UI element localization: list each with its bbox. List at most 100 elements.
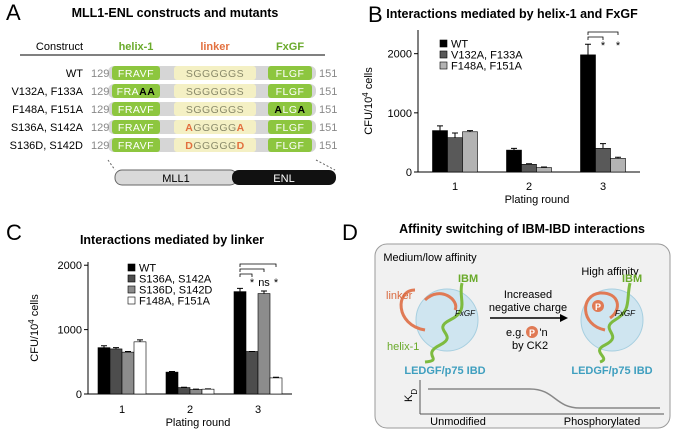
legend-swatch	[127, 263, 136, 272]
bar	[233, 291, 247, 395]
significance-label: *	[250, 277, 255, 289]
error-bar	[113, 347, 119, 349]
significance-bracket	[239, 263, 277, 267]
construct-name: S136D, S142D	[10, 140, 83, 152]
construct-name: WT	[66, 68, 83, 80]
bar	[189, 389, 203, 395]
helix-sequence: FRAVF	[118, 68, 154, 80]
error-bar	[467, 130, 473, 132]
error-bar	[137, 339, 143, 342]
fxgf-sequence: FLGF	[276, 68, 305, 80]
bar	[506, 149, 522, 173]
x-tick-label: 1	[119, 404, 125, 416]
legend-swatch	[127, 285, 136, 294]
fxgf-label: FxGF	[455, 309, 476, 318]
kd-curve	[428, 388, 660, 409]
legend-swatch	[439, 39, 448, 48]
error-bar	[169, 370, 175, 373]
residue-end: 151	[319, 104, 337, 116]
residue-start: 129	[91, 86, 109, 98]
error-bar	[585, 43, 591, 55]
bar	[97, 347, 111, 395]
linker-label: linker	[386, 290, 413, 302]
bar	[536, 167, 552, 173]
bar	[610, 158, 626, 173]
helix-sequence: FRAAA	[117, 86, 156, 98]
bar	[462, 131, 478, 173]
panel-letter: B	[368, 2, 383, 27]
example-text: e.g. 'n	[506, 327, 548, 339]
linker-box	[174, 102, 256, 116]
bar	[165, 371, 179, 395]
error-bar	[437, 125, 443, 131]
legend-label: S136A, S142A	[139, 274, 212, 286]
chart-title: Interactions mediated by linker	[80, 233, 264, 247]
residue-start: 129	[91, 68, 109, 80]
legend-label: F148A, F151A	[139, 296, 211, 308]
y-tick-label: 0	[406, 167, 412, 179]
error-bar	[125, 351, 131, 353]
phospho-icon	[592, 300, 604, 312]
residue-start: 129	[91, 140, 109, 152]
ibm-label: IBM	[622, 273, 642, 285]
helix-sequence: FRAVF	[118, 104, 154, 116]
bar	[109, 348, 123, 395]
y-tick-label: 1000	[388, 108, 412, 120]
legend-label: WT	[139, 263, 156, 275]
error-bar	[615, 156, 621, 159]
x-tick-label: 3	[600, 181, 606, 193]
fxgf-box	[268, 138, 312, 152]
state-label: High affinity	[581, 266, 639, 278]
y-tick-label: 2000	[58, 260, 82, 272]
error-bar	[101, 345, 107, 348]
fxgf-box	[268, 102, 312, 116]
bar	[580, 54, 596, 173]
significance-bracket	[239, 273, 253, 277]
x-axis-label: Plating round	[166, 417, 231, 429]
kd-label: KD	[403, 389, 419, 402]
fxgf-sequence: FLGF	[276, 86, 305, 98]
bar	[521, 164, 537, 173]
error-bar	[273, 376, 279, 378]
y-tick-label: 0	[76, 389, 82, 401]
x-axis-label: Plating round	[505, 194, 570, 206]
y-tick-label: 2000	[388, 49, 412, 61]
arrow-text: negative charge	[489, 302, 567, 314]
construct-name: S136A, S142A	[11, 122, 84, 134]
significance-label: *	[601, 40, 606, 52]
column-header: Construct	[36, 41, 83, 53]
panel-title: Affinity switching of IBM-IBD interactio…	[399, 222, 645, 236]
error-bar	[600, 143, 606, 149]
significance-bracket	[239, 268, 265, 272]
bar	[257, 293, 271, 395]
panel-title: MLL1-ENL constructs and mutants	[72, 6, 279, 20]
linker-sequence: SGGGGGS	[186, 104, 244, 116]
state-label: Medium/low affinity	[383, 252, 477, 264]
panel-letter: D	[342, 220, 358, 245]
bar	[595, 148, 611, 173]
error-bar	[237, 287, 243, 292]
fxgf-box	[268, 66, 312, 80]
bar	[121, 351, 135, 395]
residue-end: 151	[319, 122, 337, 134]
error-bar	[541, 166, 547, 168]
bar	[133, 341, 147, 395]
error-bar	[511, 147, 517, 151]
bar	[432, 130, 448, 173]
significance-label: *	[616, 40, 621, 52]
bar	[447, 137, 463, 173]
linker-strand	[584, 291, 619, 332]
x-tick-label: 2	[526, 181, 532, 193]
significance-label: *	[274, 277, 279, 289]
bar	[269, 377, 283, 395]
residue-start: 129	[91, 104, 109, 116]
fxgf-sequence: FLGF	[276, 122, 305, 134]
bar	[201, 388, 215, 395]
helix-sequence: FRAVF	[118, 122, 154, 134]
column-header: linker	[200, 41, 230, 53]
mll1-label: MLL1	[162, 173, 190, 185]
linker-sequence: SGGGGGS	[186, 86, 244, 98]
residue-start: 129	[91, 122, 109, 134]
dotted-guide	[107, 159, 336, 171]
y-tick-label: 1000	[58, 325, 82, 337]
